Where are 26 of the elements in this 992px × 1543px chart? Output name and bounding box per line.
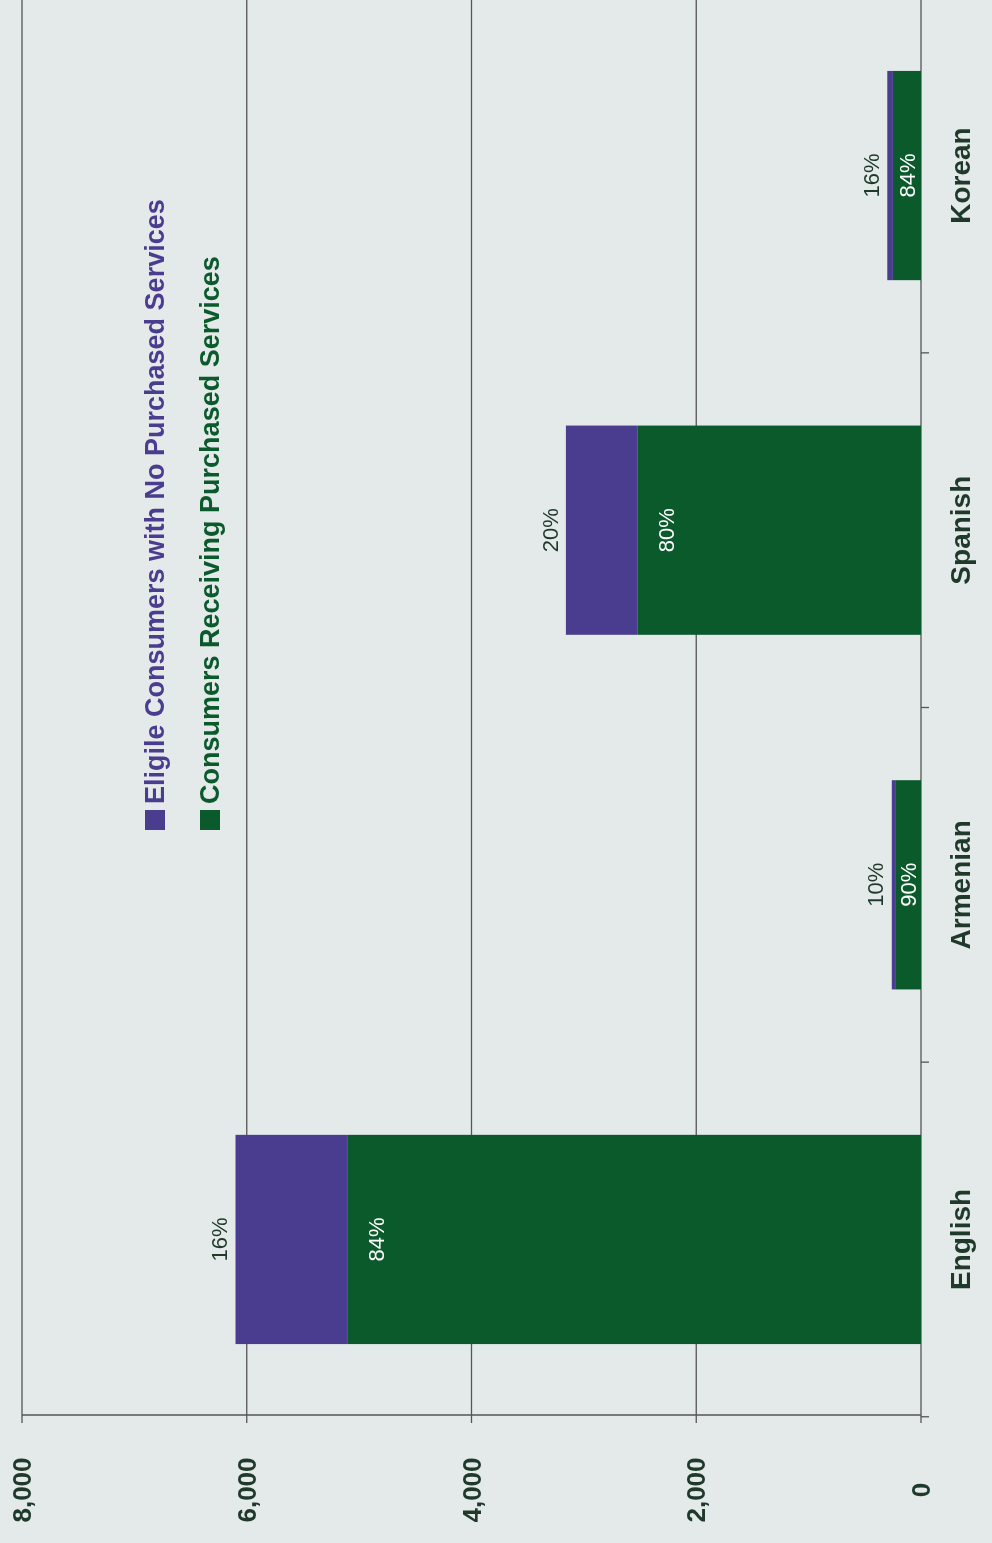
y-tick-label: Spanish <box>944 475 976 585</box>
bar <box>565 425 638 635</box>
text: Eligile Consumers with No Purchased Services <box>140 199 171 804</box>
bar <box>887 70 893 281</box>
annotation: 84% <box>894 153 920 198</box>
annotation: 90% <box>895 862 921 907</box>
annotation: 84% <box>363 1217 389 1262</box>
bar <box>895 780 921 990</box>
x-tick-label: 4,000 <box>456 1457 487 1523</box>
annotation: 10% <box>863 862 889 907</box>
annotation: 16% <box>207 1217 233 1262</box>
annotation: 80% <box>653 508 679 553</box>
bar <box>892 70 921 281</box>
bar <box>637 425 921 635</box>
annotation: 16% <box>858 153 884 198</box>
text: Consumers Receiving Purchased Services <box>195 256 226 804</box>
x-tick-label: 0 <box>906 1482 937 1498</box>
annotation: 20% <box>537 508 563 553</box>
x-tick-label: 6,000 <box>231 1457 262 1523</box>
x-tick-label: 8,000 <box>7 1457 38 1523</box>
y-tick-label: Korean <box>944 127 976 224</box>
y-tick-label: Armenian <box>944 820 976 950</box>
y-tick-label: English <box>944 1188 976 1291</box>
bar <box>347 1134 921 1345</box>
x-tick-label: 2,000 <box>681 1457 712 1523</box>
bar <box>235 1134 348 1345</box>
